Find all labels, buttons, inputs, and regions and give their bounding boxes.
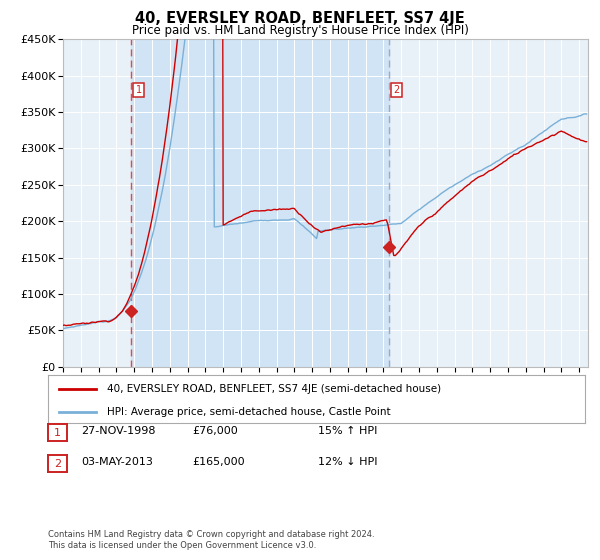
Text: This data is licensed under the Open Government Licence v3.0.: This data is licensed under the Open Gov… [48, 541, 316, 550]
Text: 27-NOV-1998: 27-NOV-1998 [81, 426, 155, 436]
Text: Price paid vs. HM Land Registry's House Price Index (HPI): Price paid vs. HM Land Registry's House … [131, 24, 469, 36]
Text: 40, EVERSLEY ROAD, BENFLEET, SS7 4JE: 40, EVERSLEY ROAD, BENFLEET, SS7 4JE [135, 11, 465, 26]
Text: 2: 2 [54, 459, 61, 469]
Text: 03-MAY-2013: 03-MAY-2013 [81, 457, 153, 467]
Text: 2: 2 [394, 85, 400, 95]
Text: 1: 1 [136, 85, 142, 95]
Text: £165,000: £165,000 [192, 457, 245, 467]
Text: HPI: Average price, semi-detached house, Castle Point: HPI: Average price, semi-detached house,… [107, 407, 391, 417]
Text: £76,000: £76,000 [192, 426, 238, 436]
Text: 15% ↑ HPI: 15% ↑ HPI [318, 426, 377, 436]
Text: 12% ↓ HPI: 12% ↓ HPI [318, 457, 377, 467]
Text: 40, EVERSLEY ROAD, BENFLEET, SS7 4JE (semi-detached house): 40, EVERSLEY ROAD, BENFLEET, SS7 4JE (se… [107, 384, 441, 394]
Text: 1: 1 [54, 428, 61, 438]
Text: Contains HM Land Registry data © Crown copyright and database right 2024.: Contains HM Land Registry data © Crown c… [48, 530, 374, 539]
Bar [131, 39, 389, 367]
